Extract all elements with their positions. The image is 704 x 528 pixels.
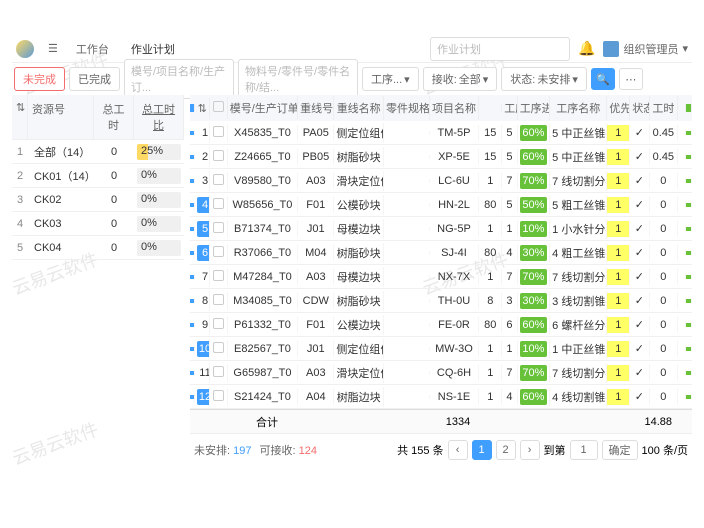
more-button[interactable]: ⋯ [619,68,643,90]
col-hours: 工时 [650,96,679,120]
table-row[interactable]: 9P61332_T0F01公模边块FE-0R80660%6 螺杆丝分孔1✓0 [190,313,692,337]
work-table: ⇅ 模号/生产订单号 重线号 重线名称 零件规格 项目名称 工序号 工序进度 工… [190,95,692,516]
col-progress: 工序进度 [518,96,550,120]
col-resource: 资源号 [28,95,94,139]
col-priority: 优先级 [607,96,630,120]
input-model[interactable]: 模号/项目名称/生产订... [124,59,234,99]
resource-row[interactable]: 3CK0200% [12,188,184,212]
page-next[interactable]: › [520,440,540,460]
pagination: 共 155 条 ‹ 1 2 › 到第 1 确定 100 条/页 [397,440,688,460]
col-proc-name: 工序名称 [550,96,607,120]
work-table-header: ⇅ 模号/生产订单号 重线号 重线名称 零件规格 项目名称 工序号 工序进度 工… [190,95,692,121]
page-prev[interactable]: ‹ [448,440,468,460]
table-row[interactable]: 8M34085_T0CDW树脂砂块TH-0U8330%3 线切割锥孔1✓0 [190,289,692,313]
col-sort-icon[interactable]: ⇅ [12,95,28,139]
filter-complete[interactable]: 已完成 [69,67,120,91]
jump-confirm[interactable]: 确定 [602,440,638,460]
header-tabs: ☰ 工作台 作业计划 [42,37,185,61]
col-sort-icon[interactable]: ⇅ [195,98,210,119]
checkbox-all[interactable] [213,101,224,112]
sum-hours: 14.88 [642,416,672,428]
filter-incomplete[interactable]: 未完成 [14,67,65,91]
col-ratio[interactable]: 总工时比 [134,95,184,139]
select-receive[interactable]: 接收:全部 ▾ [423,67,498,91]
summary-row: 合计 1334 14.88 [190,409,692,433]
chevron-down-icon: ▾ [682,42,688,55]
select-status[interactable]: 状态:未安排 ▾ [501,67,587,91]
bell-icon[interactable]: 🔔 [578,40,595,57]
menu-icon[interactable]: ☰ [42,40,64,57]
col-line: 重线号 [298,96,334,120]
user-menu[interactable]: 组织管理员 ▾ [603,41,688,57]
col-seq: 工序号 [502,96,517,120]
col-code: 模号/生产订单号 [228,96,298,120]
jump-input[interactable]: 1 [570,440,598,460]
user-label: 组织管理员 [623,41,678,57]
col-spec: 零件规格 [384,96,430,120]
jump-label: 到第 [544,442,566,458]
col-project: 项目名称 [430,96,480,120]
resource-row[interactable]: 5CK0400% [12,236,184,260]
table-row[interactable]: 4W85656_T0F01公模砂块HN-2L80550%5 粗工丝锥孔1✓0 [190,193,692,217]
page-size[interactable]: 100 条/页 [642,442,688,458]
toolbar: 未完成 已完成 模号/项目名称/生产订... 物料号/零件号/零件名称/结...… [12,63,692,95]
table-row[interactable]: 7M47284_T0A03母模边块NX-7X1770%7 线切割分孔1✓0 [190,265,692,289]
col-line-name: 重线名称 [334,96,384,120]
col-status: 状态 [630,96,649,120]
tab-workbench[interactable]: 工作台 [66,37,119,61]
sum-label: 合计 [228,414,302,430]
header-search[interactable]: 作业计划 [430,37,570,61]
stat-unscheduled: 未安排: 197 [194,442,251,458]
sum-total: 1334 [428,416,488,428]
resource-panel: ⇅ 资源号 总工时 总工时比 1全部（14）025%2CK01（14）00%3C… [12,95,184,516]
input-material[interactable]: 物料号/零件号/零件名称/结... [238,59,358,99]
resource-row[interactable]: 2CK01（14）00% [12,164,184,188]
table-row[interactable]: 10E82567_T0J01侧定位组件MW-3O1110%1 中正丝锥孔1✓0 [190,337,692,361]
stat-receivable: 可接收: 124 [259,442,316,458]
table-row[interactable]: 11G65987_T0A03滑块定位件CQ-6H1770%7 线切割分孔1✓0 [190,361,692,385]
table-row[interactable]: 6R37066_T0M04树脂砂块SJ-4I80430%4 粗工丝锥孔1✓0 [190,241,692,265]
table-row[interactable]: 1X45835_T0PA05侧定位组件TM-5P15560%5 中正丝锥孔1✓0… [190,121,692,145]
table-footer: 未安排: 197 可接收: 124 共 155 条 ‹ 1 2 › 到第 1 确… [190,433,692,465]
col-plan [678,104,686,112]
page-total: 共 155 条 [397,442,443,458]
table-row[interactable]: 5B71374_T0J01母模边块NG-5P1110%1 小水针分孔1✓0 [190,217,692,241]
resource-row[interactable]: 4CK0300% [12,212,184,236]
search-button[interactable]: 🔍 [591,68,615,90]
page-2[interactable]: 2 [496,440,516,460]
table-row[interactable]: 2Z24665_T0PB05树脂砂块XP-5E15560%5 中正丝锥孔1✓0.… [190,145,692,169]
logo-icon [16,40,34,58]
page-1[interactable]: 1 [472,440,492,460]
select-process[interactable]: 工序... ▾ [362,67,419,91]
tab-work-plan[interactable]: 作业计划 [121,37,185,61]
table-row[interactable]: 3V89580_T0A03滑块定位件LC-6U1770%7 线切割分孔1✓0 [190,169,692,193]
table-row[interactable]: 12S21424_T0A04树脂边块NS-1E1460%4 线切割锥孔1✓0 [190,385,692,409]
resource-row[interactable]: 1全部（14）025% [12,140,184,164]
col-hours: 总工时 [94,95,134,139]
resource-header: ⇅ 资源号 总工时 总工时比 [12,95,184,140]
avatar-icon [603,41,619,57]
